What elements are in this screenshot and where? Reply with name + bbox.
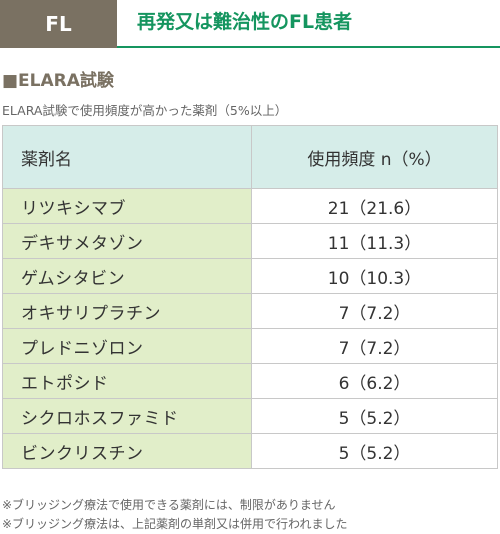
table-row: プレドニゾロン 7（7.2）	[2, 328, 498, 364]
table-header-row: 薬剤名 使用頻度 n（%）	[2, 125, 498, 189]
frequency-cell: 5（5.2）	[251, 398, 498, 434]
page-header: FL 再発又は難治性のFL患者	[0, 0, 500, 48]
section-subtitle: ELARA試験で使用頻度が高かった薬剤（5%以上）	[2, 103, 288, 118]
column-header-drug: 薬剤名	[2, 125, 252, 189]
frequency-cell: 21（21.6）	[251, 188, 498, 224]
drug-name-cell: ゲムシタビン	[2, 258, 252, 294]
drug-name-cell: リツキシマブ	[2, 188, 252, 224]
frequency-cell: 7（7.2）	[251, 293, 498, 329]
table-row: エトポシド 6（6.2）	[2, 363, 498, 399]
page-title: 再発又は難治性のFL患者	[137, 11, 353, 33]
frequency-cell: 11（11.3）	[251, 223, 498, 259]
drug-name-cell: デキサメタゾン	[2, 223, 252, 259]
footnote: ※ブリッジング療法は、上記薬剤の単剤又は併用で行われました	[2, 517, 348, 531]
title-underline	[117, 46, 500, 48]
drug-name-cell: エトポシド	[2, 363, 252, 399]
table-row: デキサメタゾン 11（11.3）	[2, 223, 498, 259]
category-tag: FL	[0, 0, 117, 48]
table-row: オキサリプラチン 7（7.2）	[2, 293, 498, 329]
footnotes: ※ブリッジング療法で使用できる薬剤には、制限がありません ※ブリッジング療法は、…	[2, 496, 347, 534]
drug-frequency-table: 薬剤名 使用頻度 n（%） リツキシマブ 21（21.6） デキサメタゾン 11…	[2, 125, 498, 469]
frequency-cell: 7（7.2）	[251, 328, 498, 364]
table-row: ゲムシタビン 10（10.3）	[2, 258, 498, 294]
frequency-cell: 10（10.3）	[251, 258, 498, 294]
frequency-cell: 6（6.2）	[251, 363, 498, 399]
frequency-cell: 5（5.2）	[251, 433, 498, 469]
drug-name-cell: シクロホスファミド	[2, 398, 252, 434]
drug-name-cell: プレドニゾロン	[2, 328, 252, 364]
section-title: ■ELARA試験	[2, 71, 114, 91]
table-row: シクロホスファミド 5（5.2）	[2, 398, 498, 434]
table-row: リツキシマブ 21（21.6）	[2, 188, 498, 224]
table-row: ビンクリスチン 5（5.2）	[2, 433, 498, 469]
footnote: ※ブリッジング療法で使用できる薬剤には、制限がありません	[2, 498, 336, 512]
drug-name-cell: オキサリプラチン	[2, 293, 252, 329]
drug-name-cell: ビンクリスチン	[2, 433, 252, 469]
column-header-frequency: 使用頻度 n（%）	[251, 125, 498, 189]
